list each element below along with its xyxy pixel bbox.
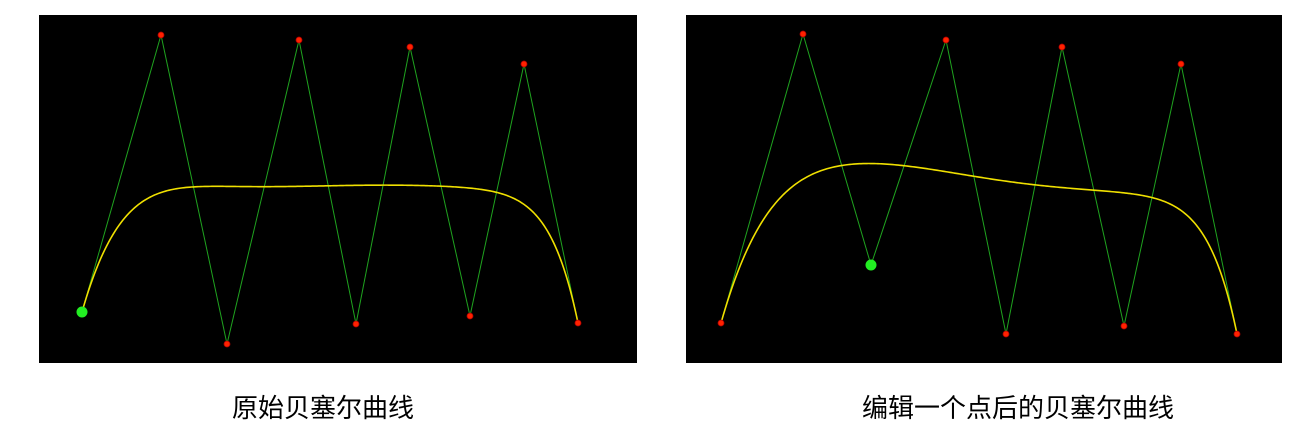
control-polygon-segment	[81, 34, 162, 313]
control-polygon-segment	[720, 33, 804, 324]
control-point	[1120, 322, 1128, 330]
control-polygon-segment	[1180, 63, 1238, 335]
edited-curve-caption: 编辑一个点后的贝塞尔曲线	[861, 394, 1174, 424]
bezier-curve	[81, 184, 579, 324]
control-point	[942, 36, 950, 44]
control-point	[466, 312, 474, 320]
highlighted-control-point	[76, 306, 88, 318]
control-polygon-segment	[1123, 63, 1182, 327]
edited-curve-panel	[686, 15, 1282, 363]
control-point	[1177, 60, 1185, 68]
control-point	[352, 320, 360, 328]
control-polygon-segment	[1005, 46, 1063, 335]
control-point	[295, 36, 303, 44]
control-point	[1233, 330, 1241, 338]
control-polygon-segment	[945, 39, 1007, 335]
original-curve-panel	[39, 15, 637, 363]
edited-curve-canvas	[717, 30, 1241, 338]
control-point	[157, 31, 165, 39]
control-polygon-segment	[523, 63, 579, 324]
control-polygon-segment	[802, 33, 872, 266]
highlighted-control-point	[865, 259, 877, 271]
control-point	[717, 319, 725, 327]
control-polygon-segment	[870, 39, 947, 266]
control-point	[520, 60, 528, 68]
control-polygon-segment	[1061, 46, 1125, 327]
original-curve-caption: 原始贝塞尔曲线	[231, 394, 414, 424]
control-point	[1058, 43, 1066, 51]
control-polygon-segment	[298, 39, 357, 325]
control-polygon-segment	[160, 34, 228, 345]
control-polygon-segment	[409, 46, 471, 317]
control-polygon-segment	[226, 39, 300, 345]
original-curve-canvas	[76, 31, 582, 348]
control-point	[1002, 330, 1010, 338]
control-point	[223, 340, 231, 348]
bezier-curve	[720, 162, 1238, 335]
control-point	[799, 30, 807, 38]
control-polygon-segment	[469, 63, 525, 317]
control-point	[406, 43, 414, 51]
control-point	[574, 319, 582, 327]
